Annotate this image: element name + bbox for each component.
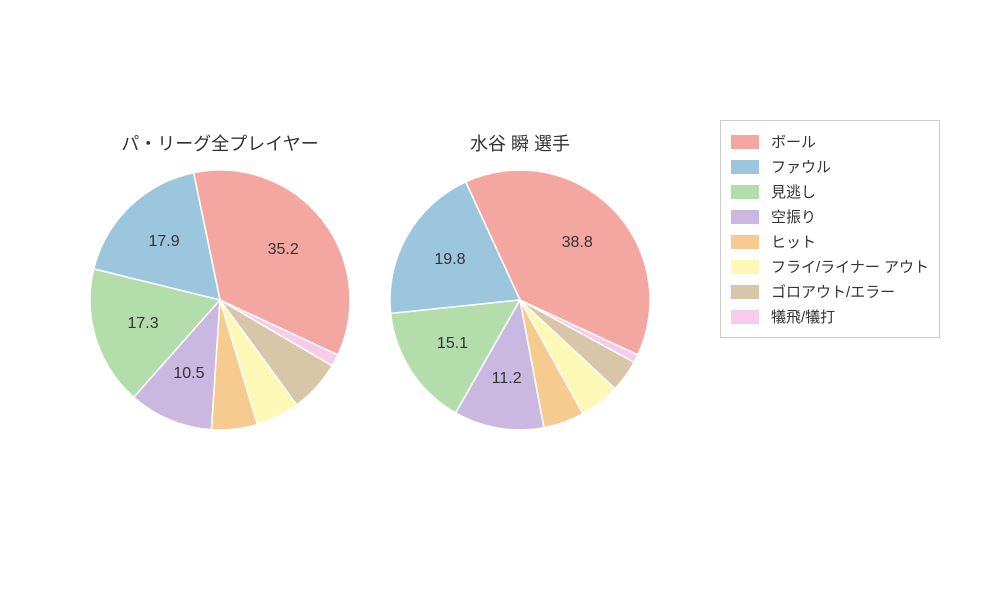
pie-league (90, 170, 350, 430)
legend-label-flyout: フライ/ライナー アウト (771, 256, 929, 277)
legend-label-ball: ボール (771, 131, 816, 152)
pie-slice-label-swing: 10.5 (173, 365, 204, 383)
legend-label-swing: 空振り (771, 206, 816, 227)
pie-slice-label-foul: 17.9 (148, 233, 179, 251)
legend-item-swing: 空振り (731, 204, 929, 229)
pie-slice-label-looking: 15.1 (437, 335, 468, 353)
legend-item-looking: 見逃し (731, 179, 929, 204)
legend-item-groundout: ゴロアウト/エラー (731, 279, 929, 304)
legend-label-foul: ファウル (771, 156, 831, 177)
legend-swatch-swing (731, 210, 759, 224)
legend-item-hit: ヒット (731, 229, 929, 254)
legend-item-ball: ボール (731, 129, 929, 154)
legend-swatch-sacrifice (731, 310, 759, 324)
pie-slice-label-ball: 35.2 (268, 241, 299, 259)
pie-player (390, 170, 650, 430)
legend-swatch-looking (731, 185, 759, 199)
chart-title-player: 水谷 瞬 選手 (370, 130, 670, 156)
legend-label-sacrifice: 犠飛/犠打 (771, 306, 835, 327)
legend-label-hit: ヒット (771, 231, 816, 252)
legend-swatch-foul (731, 160, 759, 174)
legend-swatch-groundout (731, 285, 759, 299)
pie-slice-label-looking: 17.3 (127, 315, 158, 333)
legend-label-looking: 見逃し (771, 181, 816, 202)
legend: ボールファウル見逃し空振りヒットフライ/ライナー アウトゴロアウト/エラー犠飛/… (720, 120, 940, 338)
legend-swatch-hit (731, 235, 759, 249)
legend-swatch-ball (731, 135, 759, 149)
pie-slice-label-ball: 38.8 (562, 234, 593, 252)
legend-label-groundout: ゴロアウト/エラー (771, 281, 895, 302)
pie-slice-label-foul: 19.8 (434, 251, 465, 269)
legend-item-flyout: フライ/ライナー アウト (731, 254, 929, 279)
legend-item-sacrifice: 犠飛/犠打 (731, 304, 929, 329)
chart-title-league: パ・リーグ全プレイヤー (70, 130, 370, 156)
legend-item-foul: ファウル (731, 154, 929, 179)
legend-swatch-flyout (731, 260, 759, 274)
pie-slice-label-swing: 11.2 (492, 370, 522, 388)
